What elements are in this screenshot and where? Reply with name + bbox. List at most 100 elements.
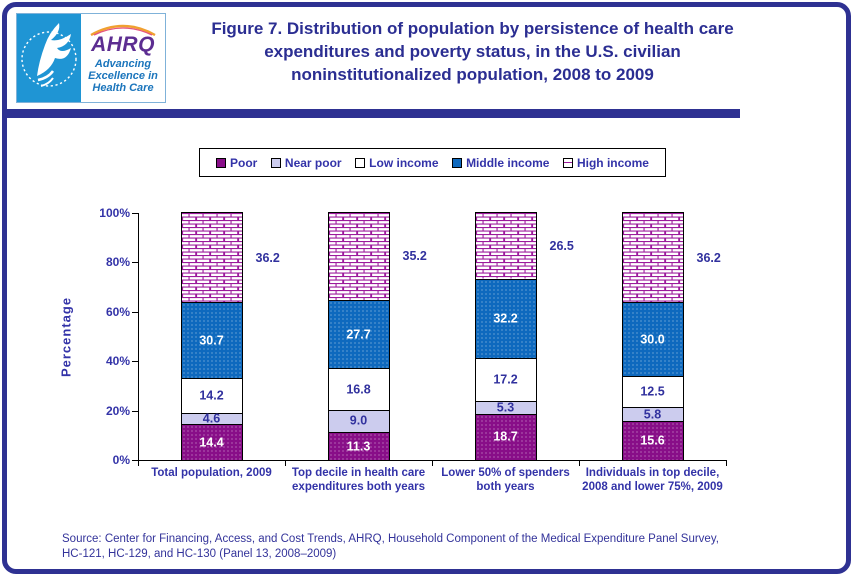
ahrq-panel: AHRQ Advancing Excellence in Health Care bbox=[81, 14, 165, 102]
segment-value-label: 9.0 bbox=[349, 413, 368, 428]
brick-pattern-fill bbox=[475, 213, 536, 279]
category-label-line: both years bbox=[476, 481, 535, 494]
figure-title: Figure 7. Distribution of population by … bbox=[175, 18, 770, 87]
legend-label: Middle income bbox=[466, 155, 550, 170]
bar-segment-near-poor: 5.3 bbox=[475, 400, 536, 415]
bar-1: 36.2 30.7 14.2 4.6 14.4 bbox=[180, 212, 280, 461]
x-axis-line bbox=[138, 460, 727, 461]
bar-segment-poor: 11.3 bbox=[328, 432, 389, 460]
category-label-line: Total population, 2009 bbox=[151, 467, 272, 479]
segment-value-label: 35.2 bbox=[402, 249, 427, 264]
y-tick-label: 0% bbox=[112, 453, 130, 467]
segment-value-label: 5.3 bbox=[496, 400, 515, 415]
tagline-line: Health Care bbox=[92, 82, 154, 95]
category-label: Total population, 2009 bbox=[127, 466, 297, 480]
y-tick bbox=[132, 311, 138, 313]
category-label: Top decile in health care expenditures bo… bbox=[274, 466, 444, 495]
x-tick bbox=[432, 461, 433, 466]
segment-value-label: 30.0 bbox=[640, 332, 665, 347]
segment-value-label: 12.5 bbox=[640, 384, 665, 399]
y-axis-line bbox=[138, 213, 139, 461]
y-tick-label: 20% bbox=[105, 403, 130, 418]
segment-value-label: 26.5 bbox=[549, 238, 574, 253]
segment-value-label: 14.2 bbox=[199, 388, 224, 403]
legend-swatch bbox=[270, 157, 281, 168]
ahrq-logo: AHRQ Advancing Excellence in Health Care bbox=[16, 13, 166, 103]
segment-value-label: 16.8 bbox=[346, 382, 371, 397]
legend-label: Near poor bbox=[284, 155, 342, 170]
legend-item-high-income: High income bbox=[562, 155, 649, 170]
segment-value-label: 27.7 bbox=[346, 327, 371, 342]
tagline-line: Excellence in bbox=[88, 69, 158, 82]
y-tick bbox=[132, 410, 138, 412]
brick-pattern-fill bbox=[181, 213, 242, 303]
bar-segment-high-income: 35.2 bbox=[328, 213, 427, 300]
segment-value-label: 36.2 bbox=[255, 250, 280, 265]
brick-pattern-fill bbox=[328, 213, 389, 300]
bar-segment-middle-income: 30.0 bbox=[622, 302, 683, 377]
segment-value-label: 30.7 bbox=[199, 333, 224, 348]
category-label-line: 2008 and lower 75%, 2009 bbox=[582, 481, 723, 494]
brick-pattern-fill bbox=[622, 213, 683, 303]
category-label: Individuals in top decile, 2008 and lower… bbox=[568, 466, 738, 495]
segment-value-label: 32.2 bbox=[493, 311, 518, 326]
category-label-line: Top decile in health care bbox=[291, 467, 426, 479]
legend-item-low-income: Low income bbox=[355, 155, 439, 170]
bar-2: 35.2 27.7 16.8 9.0 11.3 bbox=[327, 212, 427, 461]
bar-segment-high-income: 26.5 bbox=[475, 213, 574, 279]
y-tick-label: 60% bbox=[105, 304, 130, 319]
y-tick bbox=[132, 361, 138, 363]
bar-segment-low-income: 16.8 bbox=[328, 368, 389, 410]
bar-3: 26.5 32.2 17.2 5.3 18.7 bbox=[474, 212, 574, 461]
figure-title-line: noninstitutionalized population, 2008 to… bbox=[291, 64, 654, 84]
bar-segment-middle-income: 32.2 bbox=[475, 278, 536, 359]
legend-label: Poor bbox=[230, 155, 258, 170]
bar-segment-low-income: 12.5 bbox=[622, 376, 683, 408]
category-label: Lower 50% of spenders both years bbox=[421, 466, 591, 495]
hhs-eagle-icon bbox=[21, 23, 77, 87]
source-note: Source: Center for Financing, Access, an… bbox=[62, 532, 719, 562]
bar-segment-middle-income: 27.7 bbox=[328, 299, 389, 369]
segment-value-label: 15.6 bbox=[640, 433, 665, 448]
bar-segment-near-poor: 5.8 bbox=[622, 407, 683, 422]
segment-value-label: 18.7 bbox=[493, 429, 518, 444]
bar-segment-near-poor: 4.6 bbox=[181, 413, 242, 425]
category-label-line: Lower 50% of spenders bbox=[441, 467, 570, 479]
y-tick-label: 40% bbox=[105, 354, 130, 369]
segment-value-label: 36.2 bbox=[696, 250, 721, 265]
source-line: Source: Center for Financing, Access, an… bbox=[62, 533, 719, 545]
legend-label: High income bbox=[576, 155, 649, 170]
y-tick bbox=[132, 460, 138, 461]
legend-item-middle-income: Middle income bbox=[452, 156, 549, 170]
bar-segment-high-income: 36.2 bbox=[622, 213, 721, 303]
legend-item-near-poor: Near poor bbox=[270, 155, 342, 170]
y-tick bbox=[132, 213, 138, 214]
tagline-line: Advancing bbox=[94, 57, 152, 70]
bar-4: 36.2 30.0 12.5 5.8 15.6 bbox=[621, 212, 721, 461]
bar-segment-near-poor: 9.0 bbox=[328, 409, 389, 433]
legend-label: Low income bbox=[369, 155, 439, 170]
bar-segment-high-income: 36.2 bbox=[181, 213, 280, 303]
legend-swatch bbox=[355, 157, 366, 168]
y-tick-label: 80% bbox=[105, 255, 130, 270]
bar-segment-poor: 15.6 bbox=[622, 421, 683, 460]
segment-value-label: 5.8 bbox=[643, 407, 662, 422]
y-tick-label: 100% bbox=[99, 206, 130, 220]
category-label-line: expenditures both years bbox=[292, 481, 425, 494]
x-tick bbox=[579, 461, 580, 466]
segment-value-label: 17.2 bbox=[493, 372, 518, 387]
segment-value-label: 11.3 bbox=[346, 439, 371, 453]
source-line: HC-121, HC-129, and HC-130 (Panel 13, 20… bbox=[62, 547, 337, 560]
bar-segment-poor: 18.7 bbox=[475, 413, 536, 460]
rainbow-arc-icon bbox=[90, 24, 156, 36]
y-axis-title: Percentage bbox=[58, 296, 74, 378]
bar-segment-low-income: 17.2 bbox=[475, 358, 536, 401]
bar-segment-poor: 14.4 bbox=[181, 424, 242, 460]
x-tick bbox=[285, 461, 286, 466]
chart-legend: Poor Near poor Low income Middle income High… bbox=[199, 148, 666, 177]
legend-swatch bbox=[216, 157, 226, 168]
legend-item-poor: Poor bbox=[216, 156, 257, 170]
ahrq-tagline: Advancing Excellence in Health Care bbox=[88, 58, 158, 94]
hhs-panel bbox=[17, 14, 81, 102]
x-tick bbox=[138, 461, 139, 466]
